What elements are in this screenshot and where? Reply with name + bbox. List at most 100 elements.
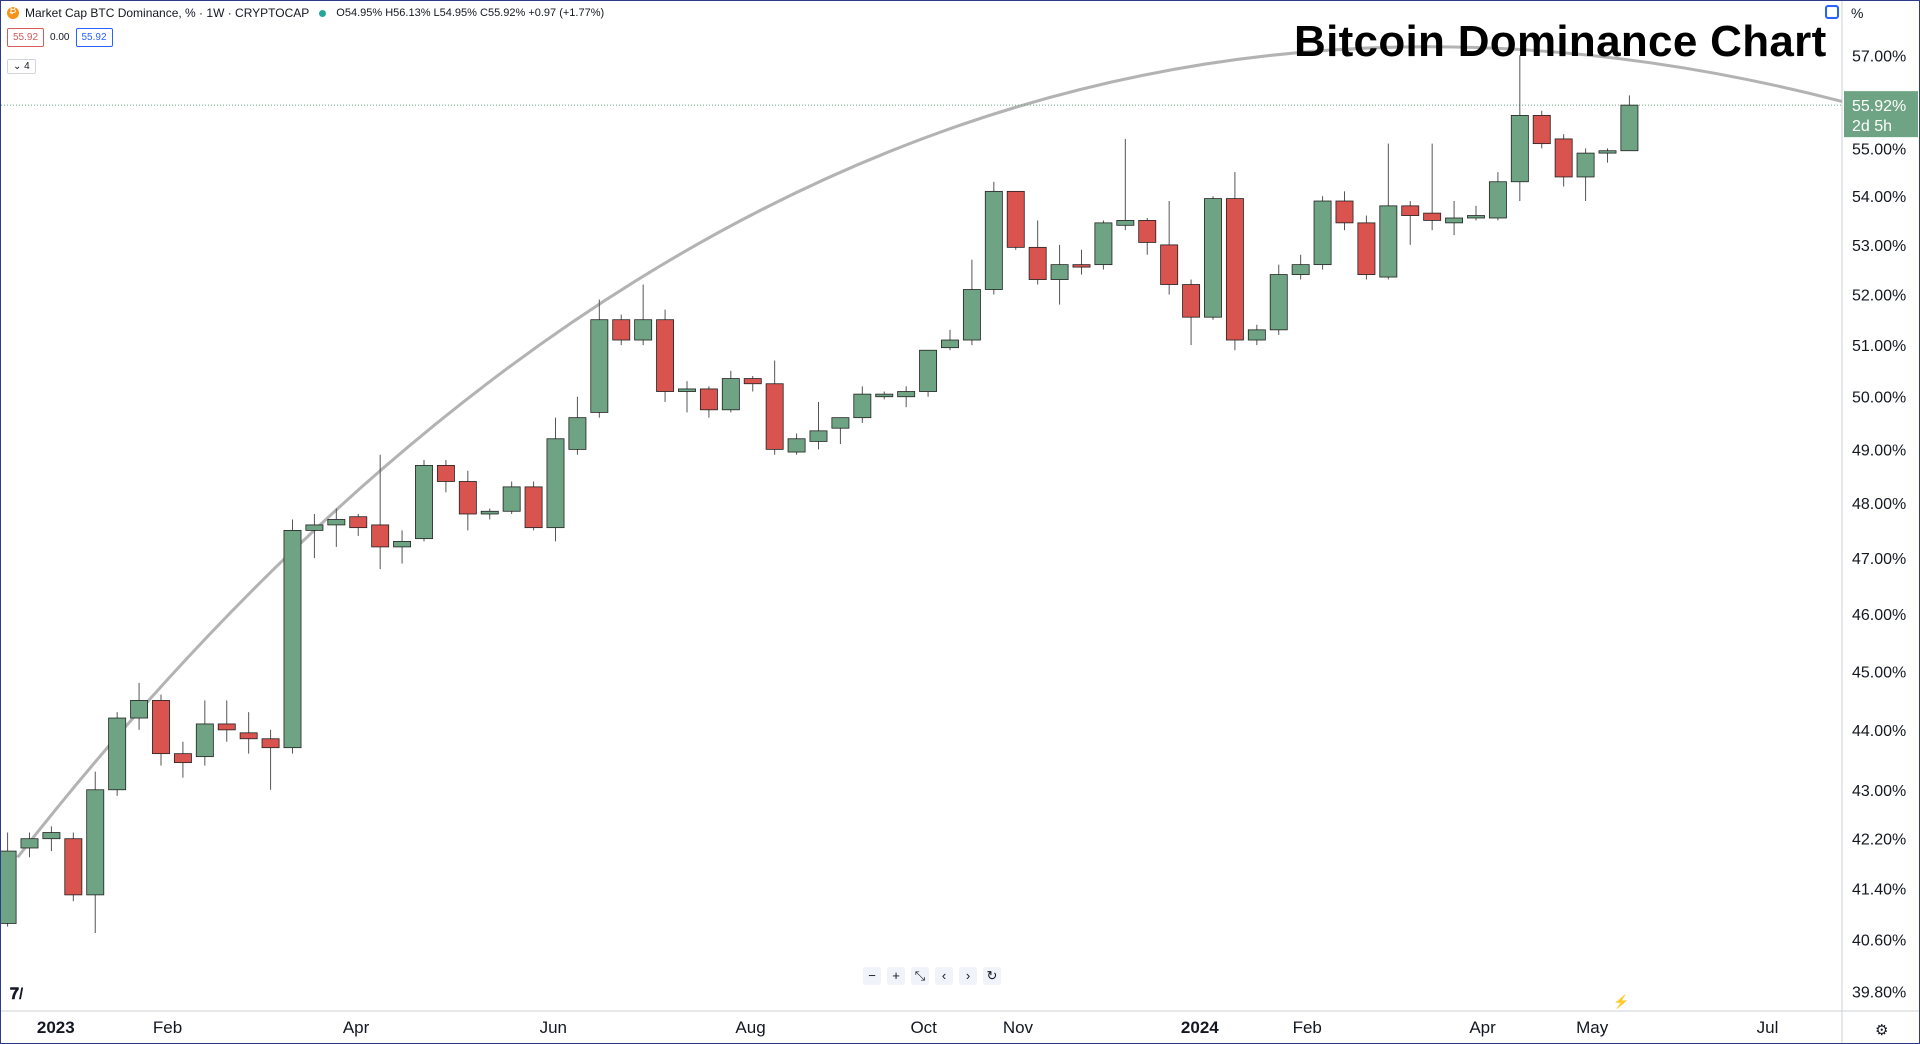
candle-body (283, 529, 302, 749)
x-tick-label: Jun (540, 1018, 567, 1037)
x-tick-label: 2024 (1181, 1018, 1219, 1037)
x-tick-label: Apr (1469, 1018, 1496, 1037)
candle-body (480, 510, 499, 515)
chart-navigation: − + ⤡ ‹ › ↻ (863, 967, 1001, 985)
candle-body (1423, 212, 1442, 221)
candle-body (1620, 104, 1639, 152)
symbol-text[interactable]: Market Cap BTC Dominance, % · 1W · CRYPT… (25, 6, 310, 20)
scroll-right-button[interactable]: › (959, 967, 977, 985)
candle-body (1291, 264, 1310, 275)
y-tick-label: 50.00% (1852, 390, 1906, 407)
candle-body (1335, 200, 1354, 224)
candle-body (173, 753, 192, 764)
sell-button[interactable]: 55.92 (7, 28, 45, 47)
candle-body (897, 391, 916, 398)
price-tag-value: 55.92% (1852, 98, 1906, 115)
candle-body (984, 190, 1003, 290)
candle-body (1532, 115, 1551, 145)
candle-body (656, 319, 675, 392)
x-tick-label: 2023 (37, 1018, 75, 1037)
x-tick-label: Nov (1003, 1018, 1034, 1037)
candle-body (809, 430, 828, 442)
candle-body (195, 723, 214, 758)
candle-body (1116, 220, 1135, 226)
candle-body (1182, 284, 1201, 318)
candle-body (1379, 205, 1398, 278)
reset-chart-button[interactable]: ↻ (983, 967, 1001, 985)
candle-body (64, 838, 83, 896)
tradingview-logo-icon[interactable]: 𝟕/ (10, 986, 24, 1003)
candle-body (1554, 138, 1573, 178)
candle-body (436, 464, 455, 482)
candle-body (787, 438, 806, 453)
candle-body (42, 832, 61, 840)
candle-body (305, 524, 324, 531)
candle-body (327, 519, 346, 526)
candle-body (1028, 246, 1047, 280)
y-tick-label: 44.00% (1852, 723, 1906, 740)
x-tick-label: Apr (343, 1018, 370, 1037)
candle-body (415, 464, 433, 540)
candle-body (371, 524, 390, 548)
candle-body (1050, 264, 1069, 280)
y-tick-label: 53.00% (1852, 238, 1906, 255)
candle-body (568, 417, 587, 450)
indicators-toggle[interactable]: ⌄ 4 (7, 59, 36, 74)
chevron-down-icon: ⌄ (13, 61, 22, 72)
y-tick-label: 42.20% (1852, 832, 1906, 849)
curve-trendline (16, 45, 1843, 859)
candle-body (721, 378, 740, 411)
reset-zoom-button[interactable]: ⤡ (911, 967, 929, 985)
candle-body (919, 349, 938, 392)
candle-body (261, 738, 280, 749)
candle-body (699, 388, 718, 411)
candle-body (1072, 264, 1091, 268)
lightning-icon[interactable]: ⚡ (1613, 994, 1630, 1009)
candle-body (502, 486, 521, 512)
candle-body (393, 540, 412, 548)
y-tick-label: 40.60% (1852, 932, 1906, 949)
candle-body (152, 700, 170, 755)
x-tick-label: May (1576, 1018, 1609, 1037)
x-tick-label: Aug (735, 1018, 765, 1037)
symbol-header[interactable]: Market Cap BTC Dominance, % · 1W · CRYPT… (7, 5, 604, 20)
candle-body (612, 319, 631, 341)
candle-body (217, 723, 236, 731)
zoom-in-button[interactable]: + (887, 967, 905, 985)
zoom-out-button[interactable]: − (863, 967, 881, 985)
percent-scale-button[interactable]: % (1851, 5, 1864, 21)
candle-body (1313, 200, 1332, 266)
chart-title: Bitcoin Dominance Chart (1294, 17, 1827, 66)
buy-button[interactable]: 55.92 (75, 28, 113, 47)
y-tick-label: 43.00% (1852, 783, 1906, 800)
spread-value: 0.00 (50, 32, 70, 43)
y-tick-label: 55.00% (1852, 141, 1906, 158)
candle-body (1138, 220, 1157, 243)
scroll-left-button[interactable]: ‹ (935, 967, 953, 985)
candle-body (1576, 152, 1595, 178)
x-tick-label: Feb (1293, 1018, 1322, 1037)
candle-body (1488, 181, 1507, 219)
candle-body (941, 339, 959, 349)
candle-body (1598, 150, 1617, 154)
y-tick-label: 48.00% (1852, 496, 1906, 513)
candle-body (1094, 222, 1113, 266)
y-tick-label: 45.00% (1852, 664, 1906, 681)
candle-body (962, 289, 981, 341)
x-tick-label: Oct (910, 1018, 937, 1037)
candle-body (1467, 215, 1485, 219)
candle-body (1204, 198, 1222, 318)
gear-icon[interactable]: ⚙ (1875, 1022, 1889, 1039)
candle-body (86, 789, 105, 896)
x-tick-label: Feb (153, 1018, 182, 1037)
y-tick-label: 39.80% (1852, 984, 1906, 1001)
candle-body (1, 850, 17, 924)
maximize-icon[interactable] (1825, 5, 1839, 19)
price-tag-countdown: 2d 5h (1852, 118, 1892, 135)
candle-body (1510, 115, 1529, 183)
candle-body (743, 378, 762, 385)
y-tick-label: 46.00% (1852, 607, 1906, 624)
candle-body (853, 393, 872, 419)
